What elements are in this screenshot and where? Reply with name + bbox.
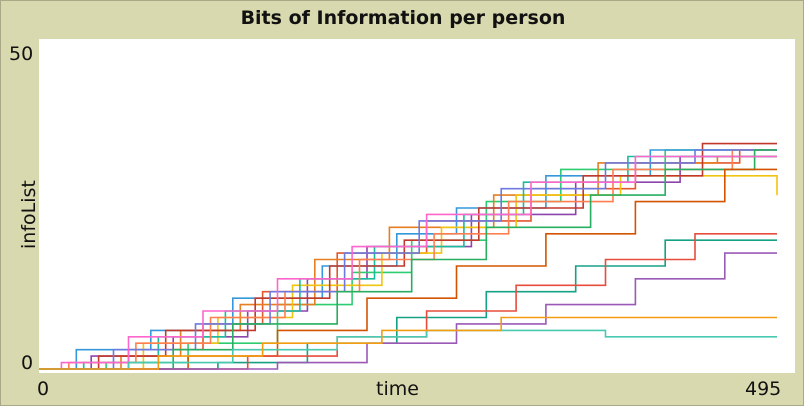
x-tick-min: 0 bbox=[37, 378, 50, 400]
y-tick-min: 0 bbox=[21, 352, 34, 374]
series-line-13 bbox=[39, 168, 777, 370]
y-axis-label: infoList bbox=[18, 180, 40, 249]
y-tick-max: 50 bbox=[9, 43, 34, 65]
x-axis-label: time bbox=[376, 378, 419, 400]
series-line-16 bbox=[39, 252, 777, 370]
series-line-8 bbox=[39, 142, 777, 370]
chart-svg bbox=[39, 142, 778, 370]
series-line-17 bbox=[39, 329, 777, 370]
series-line-9 bbox=[39, 149, 777, 370]
series-line-11 bbox=[39, 149, 777, 370]
chart-title: Bits of Information per person bbox=[240, 7, 566, 29]
plot-area bbox=[39, 39, 795, 373]
x-tick-max: 495 bbox=[745, 378, 782, 400]
series-line-15 bbox=[39, 233, 777, 370]
series-line-12 bbox=[39, 155, 777, 370]
series-line-18 bbox=[39, 316, 777, 370]
